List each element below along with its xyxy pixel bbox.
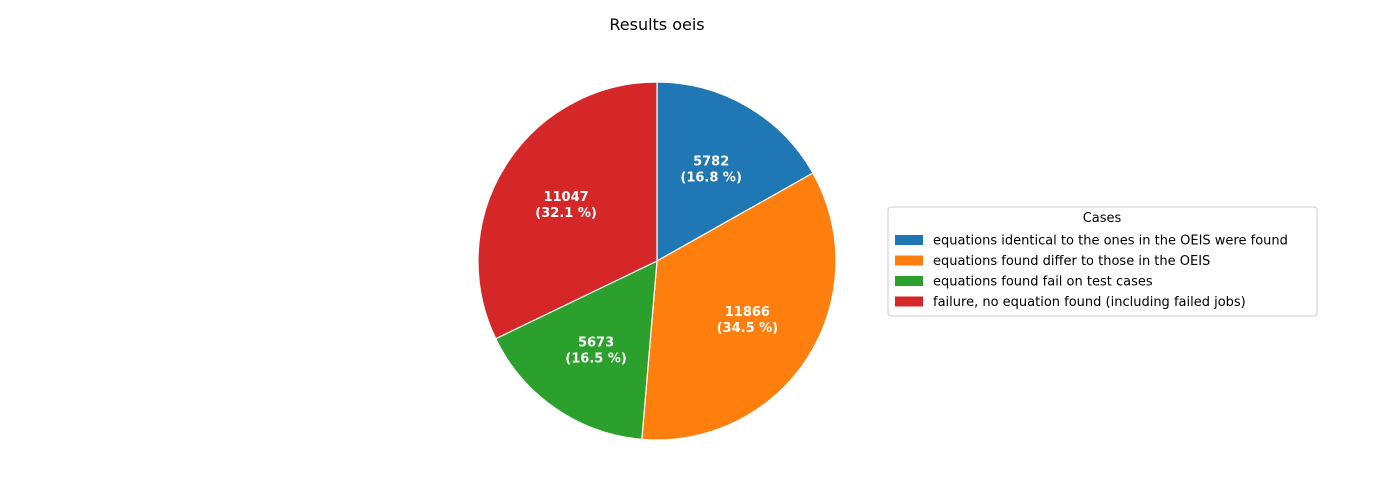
pie-slices (477, 81, 837, 441)
legend-swatch (895, 255, 923, 266)
slice-value: 11866 (725, 305, 770, 320)
slice-label: 11866 (34.5 %) (717, 305, 779, 336)
pie-slice (641, 172, 837, 441)
legend-label: equations found fail on test cases (933, 275, 1153, 290)
legend: Cases equations identical to the ones in… (887, 206, 1318, 317)
legend-label: equations found differ to those in the O… (933, 254, 1210, 269)
slice-percentage: (16.8 %) (680, 170, 742, 185)
pie-slice (656, 81, 814, 263)
slice-label: 11047 (32.1 %) (535, 190, 597, 221)
legend-label: failure, no equation found (including fa… (933, 295, 1246, 310)
legend-swatch (895, 276, 923, 286)
legend-swatch (895, 296, 923, 307)
legend-frame (887, 206, 1318, 317)
slice-value: 5673 (578, 335, 614, 350)
chart-title: Results oeis (609, 15, 704, 34)
legend-title: Cases (1083, 211, 1122, 226)
pie-slice-labels: 5782 (16.8 %) 11866 (34.5 %) 5673 (16.5 %) 110… (535, 154, 778, 366)
slice-label: 5673 (16.5 %) (565, 335, 627, 366)
slice-label: 5782 (16.8 %) (680, 154, 742, 185)
slice-percentage: (34.5 %) (717, 321, 779, 336)
slice-value: 11047 (543, 190, 588, 205)
pie-slice (477, 81, 658, 340)
pie-slice (494, 260, 658, 441)
legend-swatch (895, 235, 923, 245)
legend-label: equations identical to the ones in the O… (933, 234, 1288, 249)
slice-percentage: (16.5 %) (565, 351, 627, 366)
slice-value: 5782 (693, 154, 729, 169)
legend-items: equations identical to the ones in the O… (895, 234, 1288, 310)
slice-percentage: (32.1 %) (535, 206, 597, 221)
